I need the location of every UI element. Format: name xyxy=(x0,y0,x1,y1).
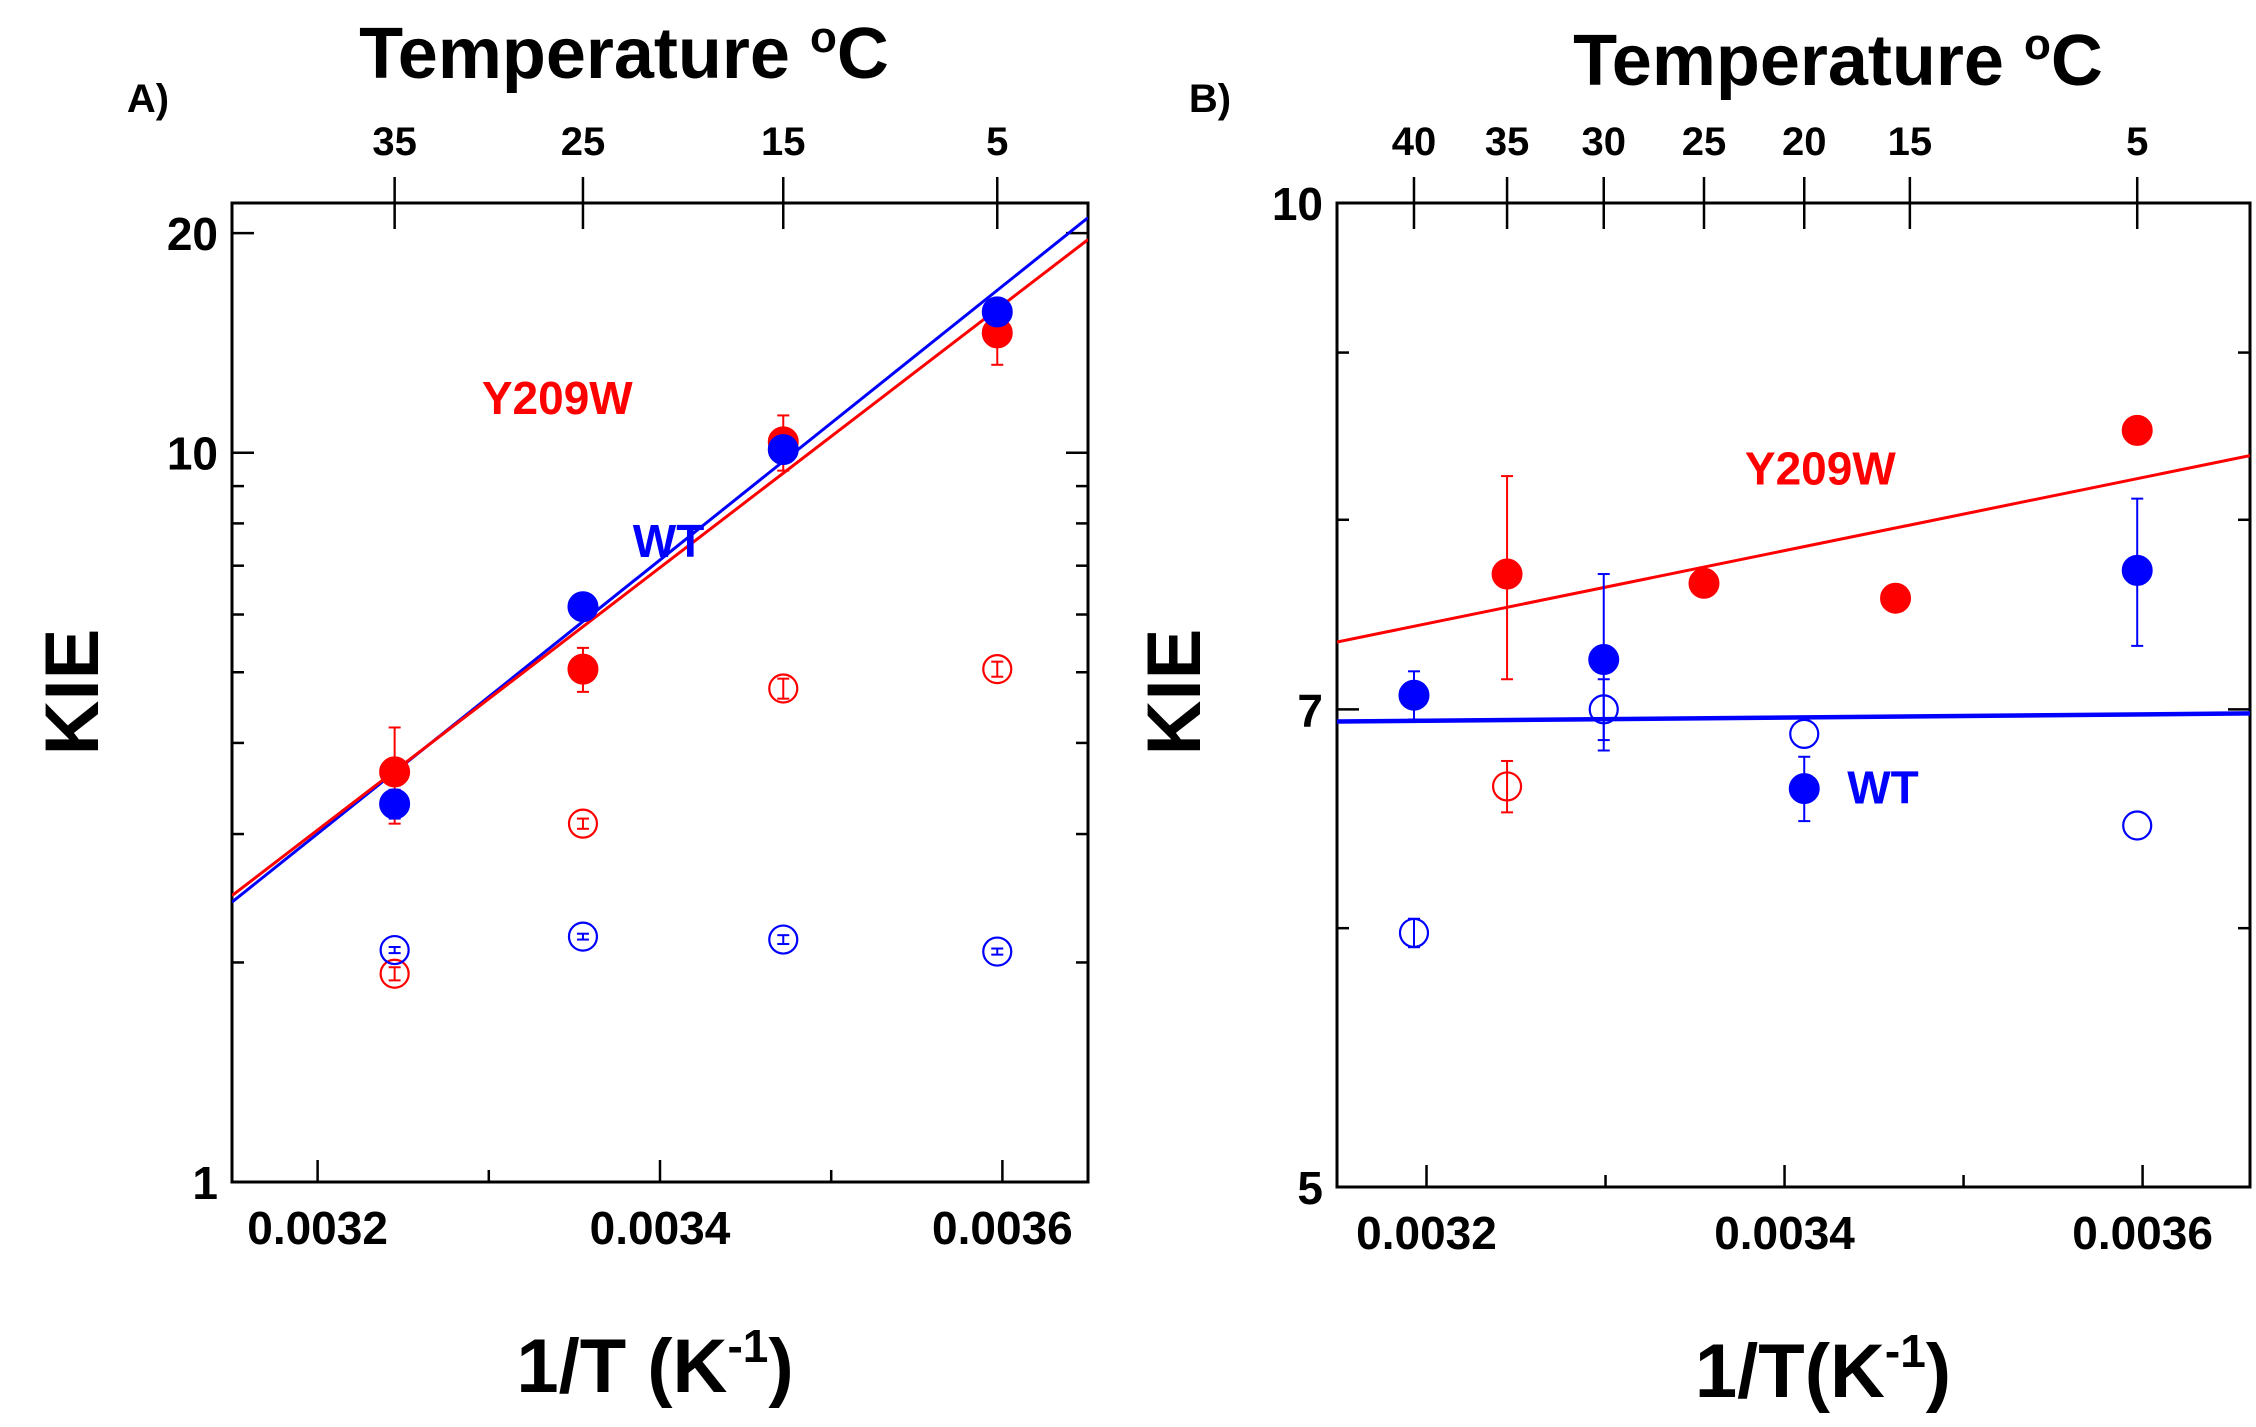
wt-open-point-errorbar xyxy=(991,947,1004,956)
x-axis-title: 1/T(K-1) xyxy=(1695,1325,1951,1414)
y209w-open-point-errorbar xyxy=(576,817,589,830)
panel-label: A) xyxy=(127,77,169,121)
x-tick-label: 0.0032 xyxy=(247,1202,388,1254)
degree-symbol: o xyxy=(810,13,837,62)
y-tick-label: 1 xyxy=(192,1157,218,1209)
top-tick-label: 25 xyxy=(561,120,606,164)
wt-open-point xyxy=(2122,810,2153,841)
x-tick-label: 0.0034 xyxy=(590,1202,731,1254)
wt-open-point xyxy=(379,934,410,966)
y209w-point xyxy=(567,653,599,685)
y209w-open-point-errorbar xyxy=(777,677,790,700)
wt-fit-line xyxy=(1337,711,2250,724)
x-axis-title-exponent: -1 xyxy=(727,1320,768,1372)
top-tick-label: 15 xyxy=(1888,120,1933,164)
x-axis-title-text: 1/T (K xyxy=(516,1324,727,1409)
top-tick-label: 20 xyxy=(1782,120,1827,164)
wt-label: WT xyxy=(1847,762,1919,814)
y209w-label: Y209W xyxy=(482,372,633,424)
top-axis-title: Temperature oC xyxy=(1573,20,2103,101)
y-axis-title: KIE xyxy=(1132,629,1217,756)
top-axis-title-text: Temperature xyxy=(359,14,810,94)
plot-area xyxy=(1337,414,2250,949)
wt-point xyxy=(1788,773,1820,805)
top-tick-label: 25 xyxy=(1682,120,1727,164)
wt-open-point xyxy=(768,924,799,955)
y209w-open-point-errorbar xyxy=(991,660,1004,678)
y-tick-label: 7 xyxy=(1297,684,1323,736)
plot-area xyxy=(232,216,1088,989)
top-axis-title: Temperature oC xyxy=(359,13,889,94)
wt-label: WT xyxy=(633,515,705,567)
y209w-open-point xyxy=(1491,771,1523,802)
y209w-point xyxy=(379,756,411,788)
wt-open-point xyxy=(1398,917,1430,949)
wt-open-point xyxy=(1588,694,1619,725)
y-axis-title: KIE xyxy=(30,629,115,756)
chart-panel-a: A) 1 10 20 0.0032 0.0034 0.0036 35 25 15 5 Temperat… xyxy=(30,13,1090,1409)
top-tick-label: 35 xyxy=(1485,120,1530,164)
wt-point xyxy=(567,591,599,623)
y-tick-label: 20 xyxy=(167,208,218,260)
y209w-open-point-errorbar xyxy=(1501,759,1514,814)
y-tick-label: 10 xyxy=(167,428,218,480)
top-tick-label: 35 xyxy=(372,120,417,164)
wt-point xyxy=(767,434,799,466)
wt-open-point xyxy=(1789,718,1820,749)
y209w-point xyxy=(2121,414,2153,446)
x-axis-title-close: ) xyxy=(768,1324,793,1409)
top-axis-unit: C xyxy=(2051,21,2103,101)
y209w-point xyxy=(1491,558,1523,590)
wt-open-point xyxy=(567,921,599,952)
wt-point xyxy=(379,788,411,820)
wt-point xyxy=(1398,679,1430,711)
plot-frame xyxy=(230,201,1090,1184)
y209w-open-point xyxy=(379,958,410,989)
y209w-fit-line xyxy=(1337,454,2250,644)
x-tick-label: 0.0036 xyxy=(2072,1207,2213,1259)
y209w-open-point xyxy=(982,654,1013,685)
y-tick-label: 5 xyxy=(1297,1162,1323,1214)
top-axis-title-text: Temperature xyxy=(1573,21,2024,101)
x-tick-label: 0.0032 xyxy=(1356,1207,1497,1259)
x-axis-title: 1/T (K-1) xyxy=(516,1320,793,1409)
panel-label: B) xyxy=(1189,77,1231,121)
wt-point xyxy=(981,296,1013,328)
top-tick-label: 30 xyxy=(1581,120,1626,164)
x-tick-label: 0.0036 xyxy=(932,1202,1073,1254)
y209w-label: Y209W xyxy=(1745,443,1896,495)
top-axis-unit: C xyxy=(837,14,889,94)
wt-open-point-errorbar xyxy=(576,932,589,941)
wt-open-point-errorbar xyxy=(1407,917,1420,949)
wt-point xyxy=(1588,644,1620,676)
y-tick-label: 10 xyxy=(1272,178,1323,230)
x-axis-title-close: ) xyxy=(1926,1329,1951,1414)
y209w-point xyxy=(1880,582,1912,614)
x-axis-title-exponent: -1 xyxy=(1885,1325,1926,1377)
wt-open-point-errorbar xyxy=(777,934,790,946)
y209w-open-point-errorbar xyxy=(388,966,401,982)
x-axis-title-text: 1/T(K xyxy=(1695,1329,1885,1414)
top-tick-label: 15 xyxy=(761,120,806,164)
y209w-fit-line xyxy=(232,238,1088,897)
top-tick-label: 5 xyxy=(986,120,1008,164)
wt-open-point-errorbar xyxy=(1597,678,1610,742)
y209w-open-point xyxy=(768,673,799,704)
plot-frame xyxy=(1335,201,2252,1189)
degree-symbol: o xyxy=(2024,20,2051,69)
chart-panel-b: B) 5 7 10 0.0032 0.0034 0.0036 40 35 30 25 20 15 5 Tem… xyxy=(1132,20,2252,1414)
y209w-open-point xyxy=(567,808,599,839)
x-tick-label: 0.0034 xyxy=(1714,1207,1855,1259)
top-tick-label: 5 xyxy=(2126,120,2148,164)
wt-point xyxy=(2121,554,2153,586)
top-tick-label: 40 xyxy=(1392,120,1437,164)
wt-open-point-errorbar xyxy=(388,946,401,955)
wt-open-point xyxy=(982,936,1013,967)
y209w-point xyxy=(1688,567,1720,599)
